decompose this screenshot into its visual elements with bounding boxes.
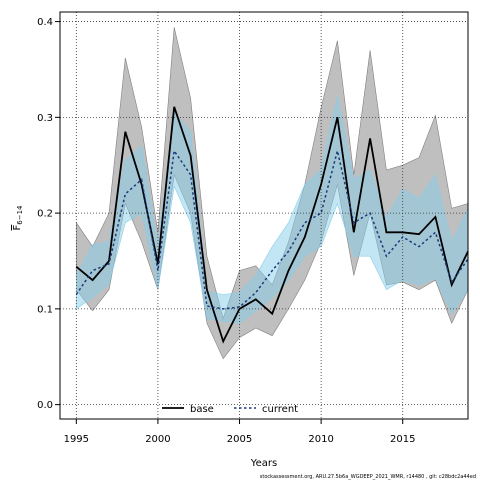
y-tick-label: 0.2: [37, 209, 53, 220]
x-tick-label: 2010: [308, 434, 333, 445]
legend-label-base: base: [190, 404, 214, 415]
y-tick-label: 0.1: [37, 304, 53, 315]
x-tick-label: 2000: [145, 434, 170, 445]
x-tick-label: 2015: [390, 434, 415, 445]
line-current: [75, 148, 469, 310]
plot-frame: [59, 11, 469, 420]
axes: 1995 2000 2005 2010 2015 0.0 0.1 0.2 0.3 0.4: [37, 11, 469, 445]
x-tick-label: 2005: [227, 434, 252, 445]
legend-label-current: current: [262, 404, 298, 415]
x-axis-label: Years: [250, 458, 277, 469]
line-base: [75, 106, 469, 344]
x-tick-label: 1995: [64, 434, 89, 445]
series-lines: [75, 106, 469, 344]
svg-text:F6−14: F6−14: [12, 205, 24, 231]
y-axis-label-main: F: [12, 225, 23, 231]
y-tick-label: 0.3: [37, 113, 53, 124]
y-tick-label: 0.4: [37, 17, 53, 28]
footer-note: stockassessment.org, ARU.27.5b6a_WGDEEP_…: [260, 474, 476, 480]
grid-lines: [60, 12, 468, 419]
y-axis-label: F6−14: [12, 205, 24, 231]
legend: base current: [162, 404, 298, 415]
y-tick-label: 0.0: [37, 400, 53, 411]
y-axis-label-sub: 6−14: [16, 205, 24, 225]
